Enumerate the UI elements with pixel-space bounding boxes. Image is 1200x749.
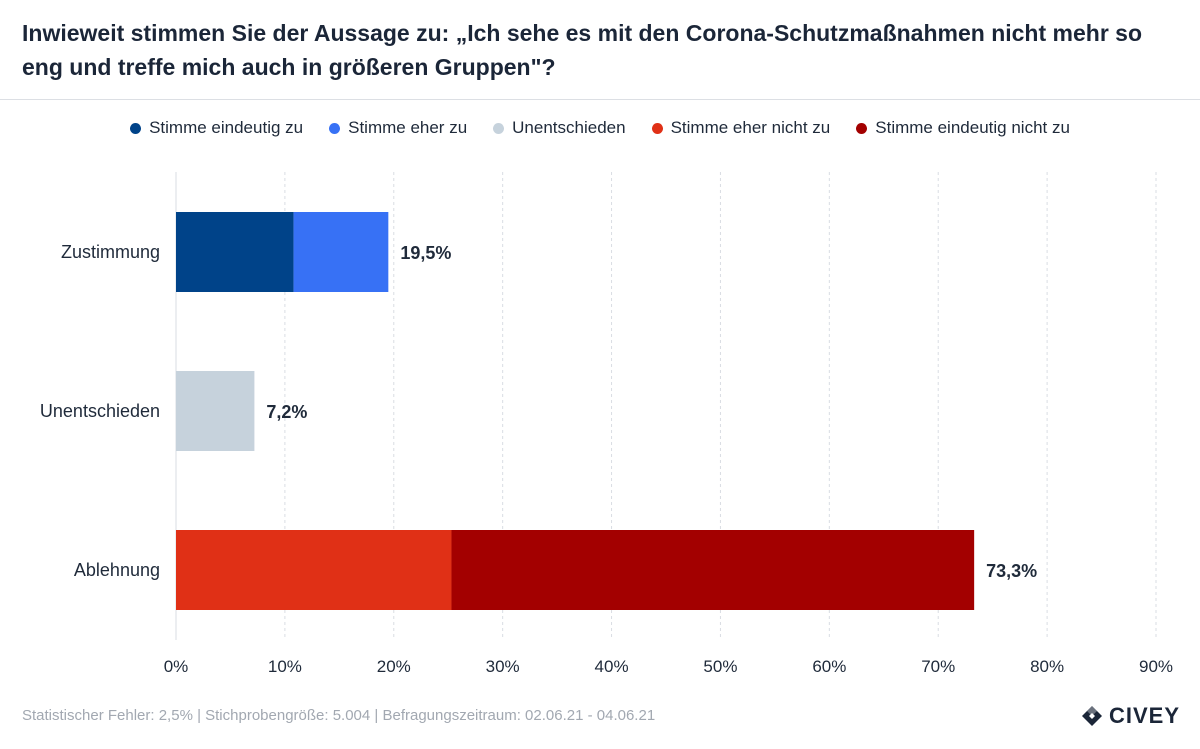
legend-label: Stimme eindeutig zu xyxy=(149,118,304,137)
x-tick-label: 10% xyxy=(268,657,302,676)
legend-label: Stimme eher nicht zu xyxy=(670,118,831,137)
total-data-label: 7,2% xyxy=(266,402,307,422)
x-tick-label: 30% xyxy=(486,657,520,676)
bar-segment xyxy=(176,371,255,451)
x-tick-label: 0% xyxy=(164,657,189,676)
x-tick-label: 40% xyxy=(595,657,629,676)
brand-name: CIVEY xyxy=(1108,703,1180,728)
legend-dot-icon xyxy=(329,122,341,134)
legend-item-eher-nicht-zu: Stimme eher nicht zu xyxy=(651,118,831,138)
legend-dot-icon xyxy=(856,122,868,134)
bar-segment xyxy=(176,212,294,292)
legend-dot-icon xyxy=(130,122,142,134)
x-tick-label: 50% xyxy=(703,657,737,676)
x-tick-label: 60% xyxy=(812,657,846,676)
bar-segment xyxy=(176,530,452,610)
x-tick-label: 70% xyxy=(921,657,955,676)
x-tick-label: 80% xyxy=(1030,657,1064,676)
legend: Stimme eindeutig zu Stimme eher zu Unent… xyxy=(0,118,1200,138)
legend-label: Stimme eindeutig nicht zu xyxy=(875,118,1070,137)
total-data-label: 19,5% xyxy=(400,243,451,263)
category-label: Ablehnung xyxy=(74,560,160,580)
category-label: Zustimmung xyxy=(61,242,160,262)
x-tick-label: 20% xyxy=(377,657,411,676)
civey-logo: CIVEY xyxy=(1081,703,1180,729)
category-label: Unentschieden xyxy=(40,401,160,421)
legend-dot-icon xyxy=(493,122,505,134)
bar-segment xyxy=(451,530,975,610)
footer-note: Statistischer Fehler: 2,5% | Stichproben… xyxy=(22,707,656,724)
legend-label: Stimme eher zu xyxy=(348,118,468,137)
legend-item-eindeutig-nicht-zu: Stimme eindeutig nicht zu xyxy=(856,118,1070,138)
civey-logo-icon xyxy=(1081,706,1102,726)
legend-item-unentschieden: Unentschieden xyxy=(493,118,626,138)
legend-dot-icon xyxy=(651,122,663,134)
x-tick-label: 90% xyxy=(1139,657,1173,676)
total-data-label: 73,3% xyxy=(986,561,1037,581)
title-divider xyxy=(0,99,1200,100)
legend-item-eher-zu: Stimme eher zu xyxy=(329,118,467,138)
chart-title: Inwieweit stimmen Sie der Aussage zu: „I… xyxy=(22,20,1143,80)
bar-segment xyxy=(293,212,389,292)
legend-item-eindeutig-zu: Stimme eindeutig zu xyxy=(130,118,303,138)
legend-label: Unentschieden xyxy=(512,118,626,137)
